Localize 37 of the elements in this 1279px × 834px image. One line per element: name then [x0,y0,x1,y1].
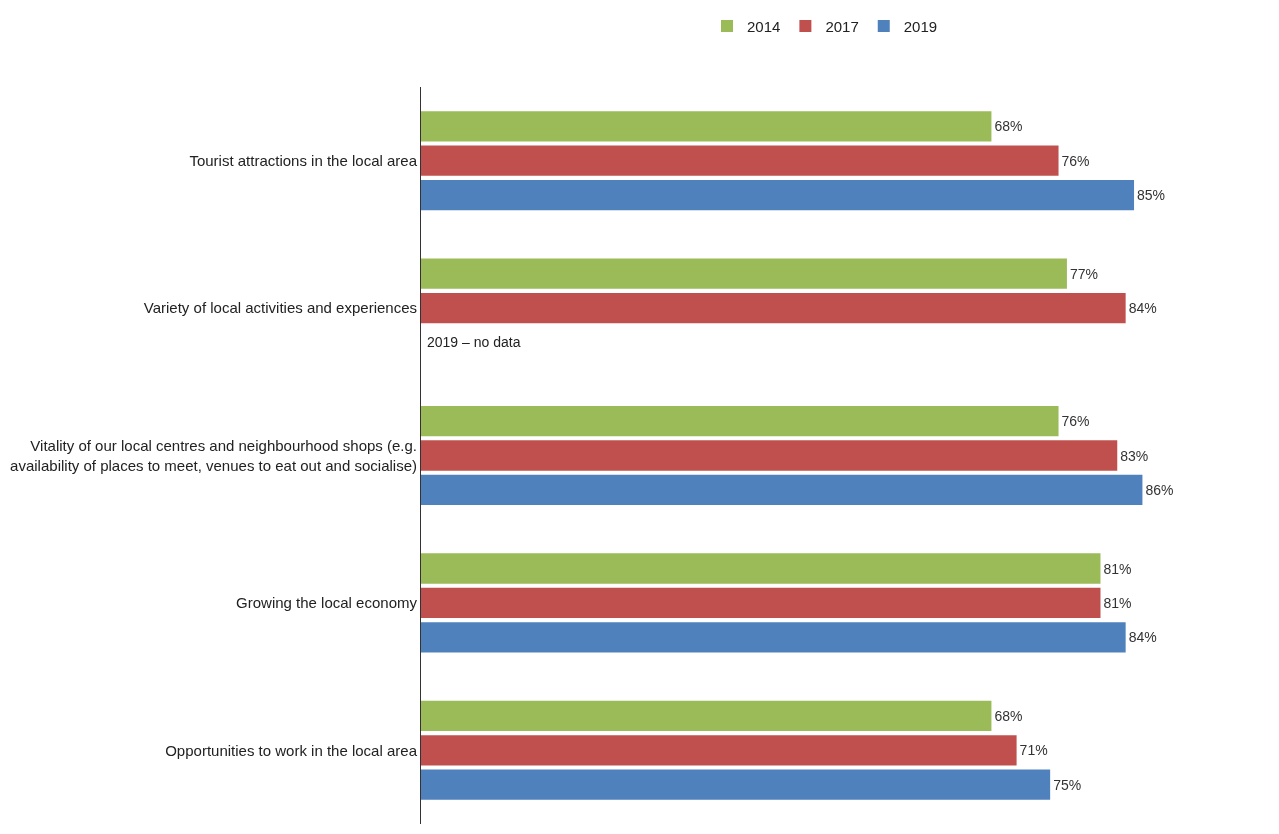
legend-label: 2014 [747,17,781,35]
data-label: 71% [1019,742,1048,759]
legend-label: 2019 [903,17,938,35]
bar [421,769,1051,800]
y-tick-label: Opportunities to work in the local area [165,741,418,759]
y-tick-label: Vitality of our local centres and neighbourhood shops (e.g. availability of places to meet, venues to eat out and socialise) [10,437,417,474]
data-label: 68% [994,707,1023,724]
y-tick-label: Variety of local activities and experiences [143,299,417,317]
data-label: 83% [1120,447,1149,464]
data-label: 84% [1128,629,1157,646]
data-label: 68% [994,118,1023,135]
data-label: 76% [1061,152,1090,169]
data-label: 75% [1053,776,1082,793]
data-label: 85% [1137,187,1166,204]
data-label: 76% [1061,413,1090,430]
bar [421,179,1135,211]
data-label: 77% [1069,265,1098,282]
data-label: 81% [1103,594,1132,611]
bar [421,405,1059,437]
bar [421,258,1067,289]
bar [421,622,1126,653]
bar [421,474,1143,506]
bar [421,553,1101,584]
bar [421,111,992,142]
legend-label: 2017 [825,17,859,35]
data-label: 86% [1145,481,1174,498]
y-tick-label: Tourist attractions in the local area [189,151,418,169]
data-label: 84% [1128,300,1157,317]
annotation: 2019 – no data [427,334,521,350]
y-tick-label: Growing the local economy [236,594,418,612]
bar [421,292,1126,324]
bar [421,587,1101,619]
bar [421,700,992,732]
bar [421,145,1059,176]
bar [421,735,1017,766]
data-label: 81% [1103,560,1132,577]
bar [421,440,1118,471]
